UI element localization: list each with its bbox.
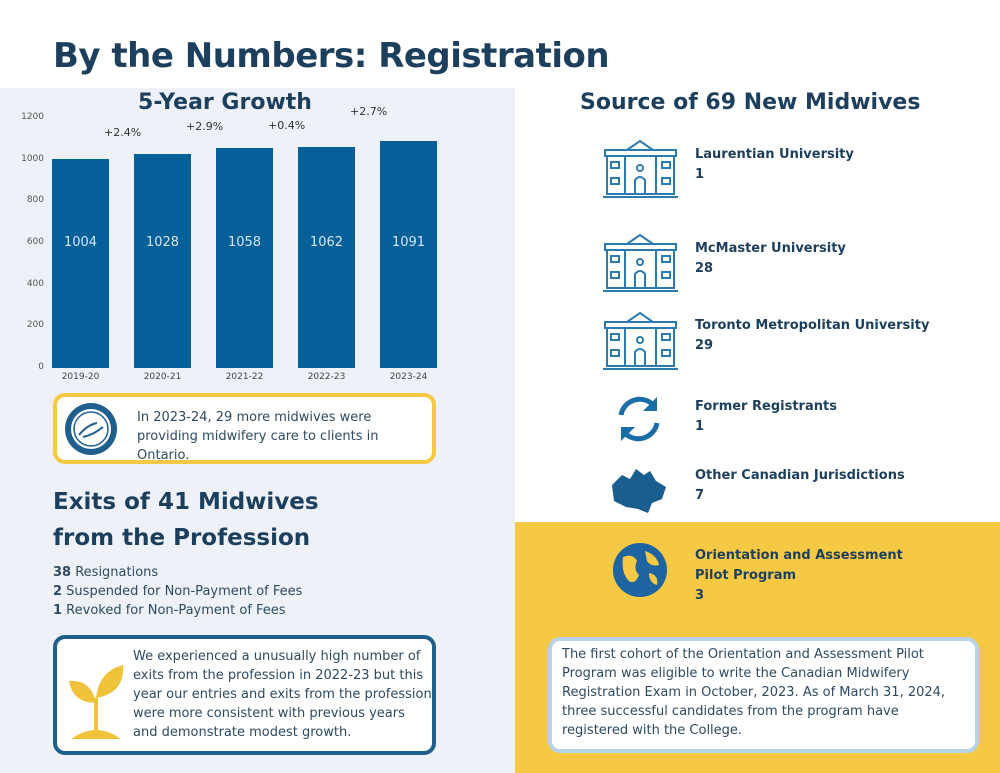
exit-count: 1 — [53, 603, 63, 618]
exit-count: 2 — [53, 584, 63, 599]
exit-item: 38 Resignations — [53, 565, 158, 580]
source-item: Toronto Metropolitan University 29 — [695, 316, 955, 356]
x-tick-label: 2023-24 — [389, 372, 428, 382]
refresh-icon — [618, 396, 660, 442]
source-item: McMaster University 28 — [695, 239, 955, 279]
exits-title: Exits of 41 Midwives from the Profession — [53, 484, 319, 556]
growth-label: +2.9% — [186, 119, 224, 133]
source-count: 1 — [695, 419, 705, 434]
source-item: Laurentian University 1 — [695, 145, 955, 185]
exit-label: Revoked for Non-Payment of Fees — [62, 603, 286, 618]
y-tick-label: 400 — [26, 278, 44, 289]
bar-value-label: 1091 — [391, 235, 426, 250]
exits-title-line2: from the Profession — [53, 525, 311, 551]
exits-callout: We experienced a unusually high number o… — [53, 635, 436, 755]
plant-sprout-icon — [69, 665, 124, 739]
pilot-callout: The first cohort of the Orientation and … — [548, 637, 979, 753]
growth-callout: In 2023-24, 29 more midwives were provid… — [53, 393, 436, 464]
source-name: Toronto Metropolitan University — [695, 318, 930, 333]
bar-value-label: 1004 — [63, 235, 98, 250]
bar — [52, 158, 109, 368]
bar — [298, 146, 355, 368]
source-count: 3 — [695, 588, 705, 603]
y-tick-label: 0 — [38, 362, 44, 372]
y-tick-label: 600 — [26, 237, 44, 247]
midwife-hands-badge-icon — [65, 403, 117, 455]
pilot-note: The first cohort of the Orientation and … — [562, 647, 946, 738]
source-item: Orientation and Assessment Pilot Program… — [695, 546, 935, 606]
source-name: Orientation and Assessment Pilot Program — [695, 548, 903, 583]
university-icon — [603, 233, 678, 292]
y-tick-label: 1200 — [21, 112, 44, 122]
sources-title: Source of 69 New Midwives — [580, 90, 921, 115]
chart-title: 5-Year Growth — [138, 90, 312, 115]
x-tick-label: 2020-21 — [143, 372, 182, 382]
canada-map-icon — [612, 469, 666, 513]
university-icon — [603, 139, 678, 198]
bar — [134, 153, 191, 368]
exits-title-line1: Exits of 41 Midwives — [53, 489, 319, 515]
y-tick-label: 800 — [26, 195, 44, 206]
source-name: McMaster University — [695, 241, 846, 256]
x-tick-label: 2019-20 — [61, 372, 100, 382]
source-item: Former Registrants 1 — [695, 397, 955, 437]
source-name: Former Registrants — [695, 399, 837, 414]
globe-icon — [613, 543, 667, 597]
exit-label: Suspended for Non-Payment of Fees — [62, 584, 303, 599]
growth-label: +2.4% — [104, 125, 142, 139]
exit-label: Resignations — [71, 565, 159, 580]
bar-chart: 0 200 400 600 800 1000 1200 1004 2019-20 1028 2020… — [0, 0, 450, 390]
x-tick-label: 2021-22 — [225, 372, 264, 382]
y-tick-label: 200 — [26, 320, 44, 331]
source-count: 1 — [695, 167, 705, 182]
x-tick-label: 2022-23 — [307, 372, 346, 382]
exit-item: 1 Revoked for Non-Payment of Fees — [53, 603, 286, 618]
exit-count: 38 — [53, 565, 72, 580]
university-icon — [603, 311, 678, 370]
growth-label: +2.7% — [350, 104, 388, 118]
y-tick-label: 1000 — [21, 153, 44, 164]
page-title: By the Numbers: Registration — [53, 36, 610, 76]
source-item: Other Canadian Jurisdictions 7 — [695, 466, 955, 506]
bar — [216, 147, 273, 368]
growth-label: +0.4% — [268, 118, 306, 132]
bar — [380, 140, 437, 368]
growth-note: In 2023-24, 29 more midwives were provid… — [137, 410, 379, 463]
source-name: Laurentian University — [695, 147, 854, 162]
source-count: 28 — [695, 261, 714, 276]
bar-value-label: 1058 — [227, 235, 262, 250]
bar-value-label: 1062 — [309, 235, 344, 250]
bar-value-label: 1028 — [145, 235, 180, 250]
exits-note: We experienced a unusually high number o… — [133, 649, 432, 740]
source-count: 7 — [695, 488, 705, 503]
exit-item: 2 Suspended for Non-Payment of Fees — [53, 584, 302, 599]
source-count: 29 — [695, 338, 714, 353]
source-name: Other Canadian Jurisdictions — [695, 468, 905, 483]
